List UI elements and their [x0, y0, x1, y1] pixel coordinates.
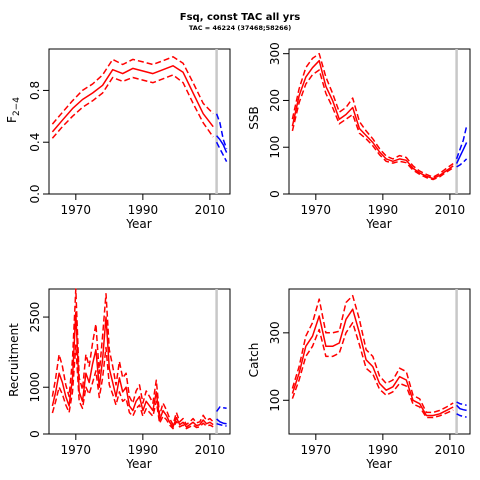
fbar-history-upper-line: [51, 56, 214, 125]
fbar-ytick-label: 0.4: [28, 133, 42, 152]
recruitment-projection-upper-line: [215, 406, 227, 412]
fbar-ytick-label: 0.0: [28, 184, 42, 203]
recruitment-projection-median-line: [216, 418, 227, 425]
ssb-xtick-label: 1990: [368, 203, 399, 217]
ssb-history-median-line: [291, 59, 454, 180]
recruitment-xtick-label: 1970: [61, 443, 92, 457]
ssb-projection-lower-line: [456, 158, 468, 168]
panel-catch: Year Catch 1970 1990 2010 100 300: [247, 288, 471, 471]
recruitment-ytick-label: 1000: [28, 372, 42, 403]
catch-xtick-label: 1970: [301, 443, 332, 457]
fbar-xtick-label: 1970: [61, 203, 92, 217]
recruitment-xtick-label: 1990: [128, 443, 159, 457]
recruitment-plot-frame: [48, 288, 231, 435]
recruitment-history-median-line: [51, 311, 214, 428]
ssb-projection-upper-line: [455, 126, 468, 160]
ssb-ytick-label: 300: [268, 42, 282, 65]
panel-fbar: Year F2−4 1970 1990 2010 0.0 0.4 0.8: [5, 48, 231, 231]
fbar-xtick-label: 2010: [195, 203, 226, 217]
catch-projection-lower-line: [456, 413, 467, 418]
ssb-xlabel: Year: [365, 217, 391, 231]
fbar-history-median-line: [51, 65, 214, 133]
ssb-history-upper-line: [291, 52, 454, 178]
ssb-xtick-label: 2010: [435, 203, 466, 217]
fbar-xlabel: Year: [125, 217, 151, 231]
catch-history-median-line: [291, 308, 454, 417]
fbar-ytick-label: 0.8: [28, 81, 42, 100]
svg-text:F2−4: F2−4: [5, 97, 22, 123]
figure-subtitle: TAC = 46224 (37468;58266): [189, 24, 291, 32]
catch-projection-median-line: [456, 404, 467, 412]
catch-xlabel: Year: [365, 457, 391, 471]
catch-xtick-label: 1990: [368, 443, 399, 457]
catch-history-upper-line: [291, 294, 454, 414]
catch-ytick-label: 300: [268, 321, 282, 344]
catch-history-lower-line: [291, 321, 454, 419]
ssb-plot-frame: [288, 48, 471, 195]
recruitment-projection-lower-line: [216, 422, 227, 427]
recruitment-xtick-label: 2010: [195, 443, 226, 457]
fbar-ylabel: F2−4: [5, 97, 22, 123]
fbar-ylabel-main: F: [5, 116, 19, 123]
recruitment-ytick-label: 0: [28, 430, 42, 438]
catch-ylabel: Catch: [247, 343, 261, 378]
ssb-ylabel: SSB: [247, 106, 261, 129]
recruitment-ylabel: Recruitment: [7, 323, 21, 397]
catch-ytick-label: 100: [268, 389, 282, 412]
ssb-ytick-label: 0: [268, 190, 282, 198]
recruitment-history-lower-line: [51, 344, 214, 430]
recruitment-ytick-label: 2500: [28, 302, 42, 333]
fbar-xtick-label: 1990: [128, 203, 159, 217]
figure-title: Fsq, const TAC all yrs: [180, 12, 300, 23]
recruitment-xlabel: Year: [125, 457, 151, 471]
panel-ssb: Year SSB 1970 1990 2010 0 100 200 300: [247, 42, 471, 231]
fbar-projection-upper-line: [215, 113, 228, 149]
ssb-projection-median-line: [455, 142, 468, 164]
fbar-history-lower-line: [51, 74, 214, 139]
ssb-xtick-label: 1970: [301, 203, 332, 217]
catch-xtick-label: 2010: [435, 443, 466, 457]
catch-projection-upper-line: [456, 401, 467, 407]
ssb-ytick-label: 200: [268, 89, 282, 112]
panel-recruitment: Year Recruitment 1970 1990 2010 0 1000 2500: [7, 288, 231, 471]
ssb-ytick-label: 100: [268, 136, 282, 159]
fbar-ylabel-sub: 2−4: [12, 97, 22, 116]
catch-plot-frame: [288, 288, 471, 435]
fbar-projection-lower-line: [215, 141, 228, 162]
fbar-plot-frame: [48, 48, 231, 195]
fbar-projection-median-line: [216, 135, 228, 153]
ssb-history-lower-line: [291, 69, 454, 181]
